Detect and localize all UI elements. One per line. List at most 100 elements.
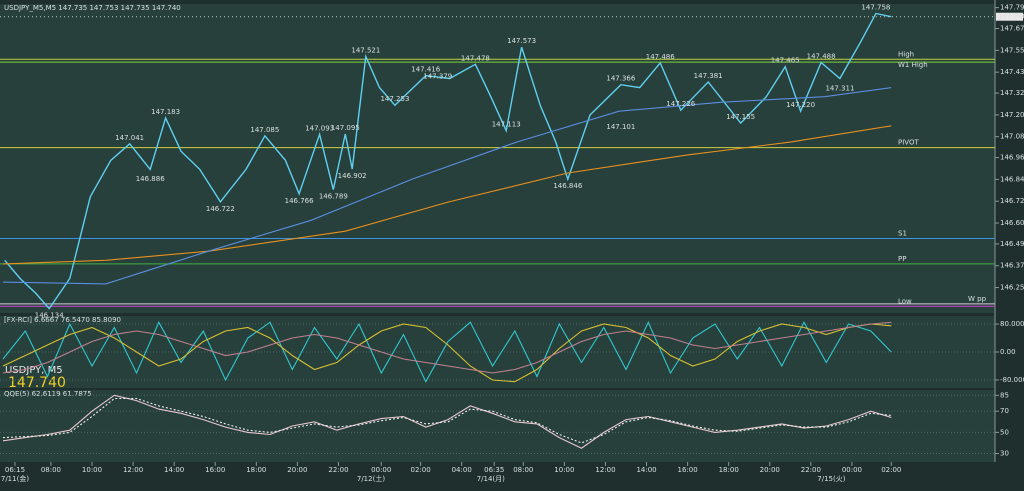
price-annotation: 147.465 [771, 57, 800, 65]
current-price-tag: 147.740 [998, 13, 1024, 21]
x-tick-label: 08:00 [41, 466, 61, 474]
y-tick-label: 0.00 [1000, 348, 1016, 356]
x-tick-label: 04:00 [452, 466, 472, 474]
price-annotation: 147.085 [250, 126, 279, 134]
x-tick-label: 22:00 [328, 466, 348, 474]
price-annotation: 147.095 [331, 124, 360, 132]
x-tick-label: 06:15 [5, 466, 25, 474]
price-annotation: 146.722 [206, 205, 235, 213]
price-annotation: 147.488 [807, 53, 836, 61]
price-annotation: 147.041 [115, 134, 144, 142]
y-tick-label: 147.200 [1000, 111, 1024, 119]
x-tick-label: 18:00 [719, 466, 739, 474]
level-label: Low [898, 297, 912, 305]
series-line [2, 87, 892, 285]
series-line [2, 323, 892, 383]
x-tick-label: 10:00 [554, 466, 574, 474]
level-label: S1 [898, 229, 907, 237]
y-tick-label: 146.490 [1000, 240, 1024, 248]
date-label: 7/15(火) [817, 475, 845, 483]
price-annotation: 146.766 [285, 197, 314, 205]
x-tick-label: 06:35 [484, 466, 504, 474]
y-tick-label: 147.080 [1000, 133, 1024, 141]
price-annotation: 147.311 [825, 85, 854, 93]
price-annotation: 147.113 [492, 121, 521, 129]
series-line [4, 12, 892, 310]
series-line [2, 125, 892, 265]
panel-title: QQE(5) 62.6119 61.7875 [4, 390, 92, 398]
x-tick-label: 12:00 [123, 466, 143, 474]
price-annotation: 147.381 [694, 72, 723, 80]
qqe-panel [0, 390, 995, 462]
series-line [2, 397, 892, 444]
y-tick-label: 147.320 [1000, 89, 1024, 97]
series-line [2, 394, 892, 449]
panel-title: [FX-RCI] 6.6667 76.5470 85.8090 [4, 316, 121, 324]
price-annotation: 147.486 [646, 53, 675, 61]
y-tick-label: 146.725 [1000, 197, 1024, 205]
price-annotation: 147.155 [726, 113, 755, 121]
price-label: 147.740 [8, 375, 66, 391]
x-tick-label: 18:00 [246, 466, 266, 474]
x-tick-label: 00:00 [842, 466, 862, 474]
x-tick-label: 10:00 [82, 466, 102, 474]
x-tick-label: 16:00 [205, 466, 225, 474]
price-annotation: 147.253 [380, 95, 409, 103]
price-annotation: 146.846 [553, 182, 582, 190]
y-tick-label: 50 [1000, 428, 1009, 436]
x-tick-label: 00:00 [371, 466, 391, 474]
series-line [2, 321, 892, 374]
x-tick-label: 22:00 [801, 466, 821, 474]
date-label: 7/11(金) [1, 474, 29, 483]
y-tick-label: 30 [1000, 450, 1009, 458]
price-annotation: 147.478 [461, 54, 490, 62]
y-tick-label: 146.250 [1000, 284, 1024, 292]
price-annotation: 147.366 [606, 75, 635, 83]
current-price-box [996, 12, 1023, 21]
y-tick-label: 70 [1000, 407, 1009, 415]
level-label: High [898, 50, 914, 58]
x-tick-label: 08:00 [513, 466, 533, 474]
y-tick-label: 146.605 [1000, 219, 1024, 227]
series-line [2, 320, 892, 383]
symbol-label: USDJPY, M5 [5, 365, 63, 376]
y-tick-label: 146.845 [1000, 175, 1024, 183]
price-annotation: 147.101 [606, 123, 635, 131]
price-annotation: 147.416 [411, 66, 440, 74]
price-annotation: 147.183 [151, 108, 180, 116]
price-annotation: 146.134 [35, 312, 64, 320]
price-annotation: 147.226 [666, 100, 695, 108]
main-panel [0, 4, 995, 313]
x-tick-label: 16:00 [678, 466, 698, 474]
level-label: W1 High [898, 61, 928, 69]
panel-title: USDJPY_M5,M5 147.735 147.753 147.735 147… [4, 4, 181, 12]
price-annotation: 147.521 [351, 47, 380, 55]
y-tick-label: 147.435 [1000, 68, 1024, 76]
price-annotation: 146.789 [319, 193, 348, 201]
price-annotation: 146.902 [338, 172, 367, 180]
x-tick-label: 12:00 [595, 466, 615, 474]
date-label: 7/12(土) [357, 474, 385, 483]
y-tick-label: 146.370 [1000, 262, 1024, 270]
x-tick-label: 02:00 [411, 466, 431, 474]
y-tick-label: 146.965 [1000, 154, 1024, 162]
price-annotation: 147.220 [786, 101, 815, 109]
level-label: PP [898, 255, 906, 263]
rci-panel [0, 316, 995, 388]
price-annotation: 146.886 [136, 175, 165, 183]
y-tick-label: 147.675 [1000, 25, 1024, 33]
y-tick-label: 147.790 [1000, 4, 1024, 12]
date-label: 7/14(月) [477, 475, 505, 483]
level-label: PIVOT [898, 139, 919, 147]
x-tick-label: 14:00 [636, 466, 656, 474]
y-tick-label: 147.555 [1000, 46, 1024, 54]
price-annotation: 147.379 [423, 72, 452, 80]
level-label: W pp [968, 295, 987, 303]
x-tick-label: 14:00 [164, 466, 184, 474]
price-annotation: 147.093 [305, 124, 334, 132]
x-tick-label: 20:00 [287, 466, 307, 474]
y-tick-label: 85 [1000, 391, 1009, 399]
